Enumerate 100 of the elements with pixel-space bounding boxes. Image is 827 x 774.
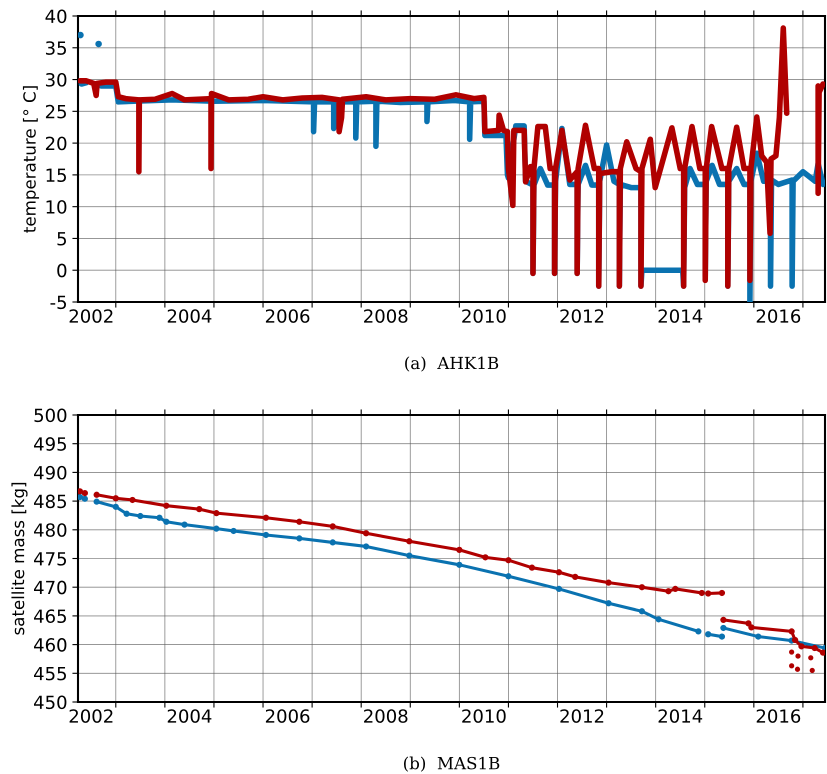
y-tick-label: -5 xyxy=(50,296,66,310)
y-tick-label: 10 xyxy=(46,200,66,214)
point xyxy=(406,538,412,544)
x-tick-label: 2016 xyxy=(756,709,800,723)
point xyxy=(792,636,798,644)
x-tick-label: 2014 xyxy=(658,709,702,723)
point xyxy=(78,488,84,494)
point xyxy=(296,535,302,542)
point xyxy=(262,514,270,521)
x-tick-label: 2012 xyxy=(560,709,604,723)
x-tick-label: 2004 xyxy=(168,709,212,723)
text: (b) MAS1B xyxy=(404,756,500,772)
point xyxy=(638,608,646,614)
point xyxy=(605,579,612,586)
point xyxy=(789,663,794,668)
x-tick-label: 2014 xyxy=(658,309,702,323)
x-tick-label: 2006 xyxy=(266,709,310,723)
y-tick-label: 455 xyxy=(34,666,66,680)
point xyxy=(78,494,84,500)
point xyxy=(112,504,119,510)
point xyxy=(82,490,88,496)
point xyxy=(718,590,726,596)
y-tick-label: 480 xyxy=(34,523,66,537)
point xyxy=(655,616,662,622)
point xyxy=(605,600,612,606)
point xyxy=(810,668,815,674)
point xyxy=(112,495,119,502)
y-tick-label: 20 xyxy=(46,136,66,150)
point xyxy=(82,496,88,502)
point xyxy=(698,590,705,596)
point xyxy=(406,552,412,559)
y-tick-label: 490 xyxy=(34,466,66,480)
y-tick-label: 5 xyxy=(57,232,66,246)
point xyxy=(755,633,762,640)
point xyxy=(808,655,814,660)
point xyxy=(330,523,336,530)
y-tick-label: 35 xyxy=(46,41,66,55)
point xyxy=(556,569,562,576)
point xyxy=(718,633,726,640)
y-tick-label: 30 xyxy=(46,73,66,87)
point xyxy=(665,588,672,594)
point xyxy=(798,643,805,650)
point xyxy=(789,649,794,655)
x-tick-label: 2008 xyxy=(364,709,408,723)
point xyxy=(330,539,336,546)
point xyxy=(788,628,795,635)
x-tick-label: 2002 xyxy=(70,309,112,323)
x-tick-label: 2004 xyxy=(168,309,212,323)
point xyxy=(556,586,562,592)
point xyxy=(572,574,578,580)
point xyxy=(505,573,512,580)
point xyxy=(362,543,370,550)
point xyxy=(705,590,712,597)
y-tick-label: 465 xyxy=(34,609,66,624)
point xyxy=(794,666,800,672)
point xyxy=(181,522,188,528)
point xyxy=(163,502,170,509)
point xyxy=(705,631,712,638)
x-tick-label: 2012 xyxy=(560,309,604,323)
point xyxy=(720,616,727,624)
point xyxy=(528,564,536,571)
point xyxy=(213,510,220,516)
point xyxy=(296,518,302,525)
y-tick-label: 25 xyxy=(46,104,66,118)
point xyxy=(196,506,202,512)
point xyxy=(672,586,678,592)
y-tick-label: 460 xyxy=(34,638,66,652)
point xyxy=(638,584,646,590)
text: (a) AHK1B xyxy=(405,356,498,372)
y-axis-title: temperature [° C] xyxy=(22,86,40,233)
point xyxy=(456,562,462,568)
point xyxy=(482,554,488,560)
x-tick-label: 2016 xyxy=(756,309,800,323)
point xyxy=(129,496,136,504)
y-tick-label: 495 xyxy=(34,437,66,451)
x-tick-label: 2010 xyxy=(462,709,506,723)
point xyxy=(795,653,801,659)
point xyxy=(812,644,818,652)
point xyxy=(137,512,144,520)
point xyxy=(362,530,370,536)
point xyxy=(695,628,702,635)
point xyxy=(163,518,170,525)
point xyxy=(720,624,727,632)
x-tick-label: 2008 xyxy=(364,309,408,323)
point xyxy=(745,620,752,626)
x-tick-label: 2002 xyxy=(70,709,112,723)
point xyxy=(123,510,130,517)
y-tick-label: 470 xyxy=(34,580,66,594)
point xyxy=(456,546,462,554)
y-tick-label: 0 xyxy=(57,264,66,278)
point xyxy=(748,624,755,631)
point xyxy=(94,498,100,505)
y-tick-label: 485 xyxy=(34,494,66,508)
y-tick-label: 15 xyxy=(46,168,66,182)
point xyxy=(820,650,825,656)
point xyxy=(505,557,512,564)
point xyxy=(94,492,100,498)
y-tick-label: 500 xyxy=(34,408,66,422)
x-tick-label: 2010 xyxy=(462,309,506,323)
point xyxy=(262,532,270,538)
